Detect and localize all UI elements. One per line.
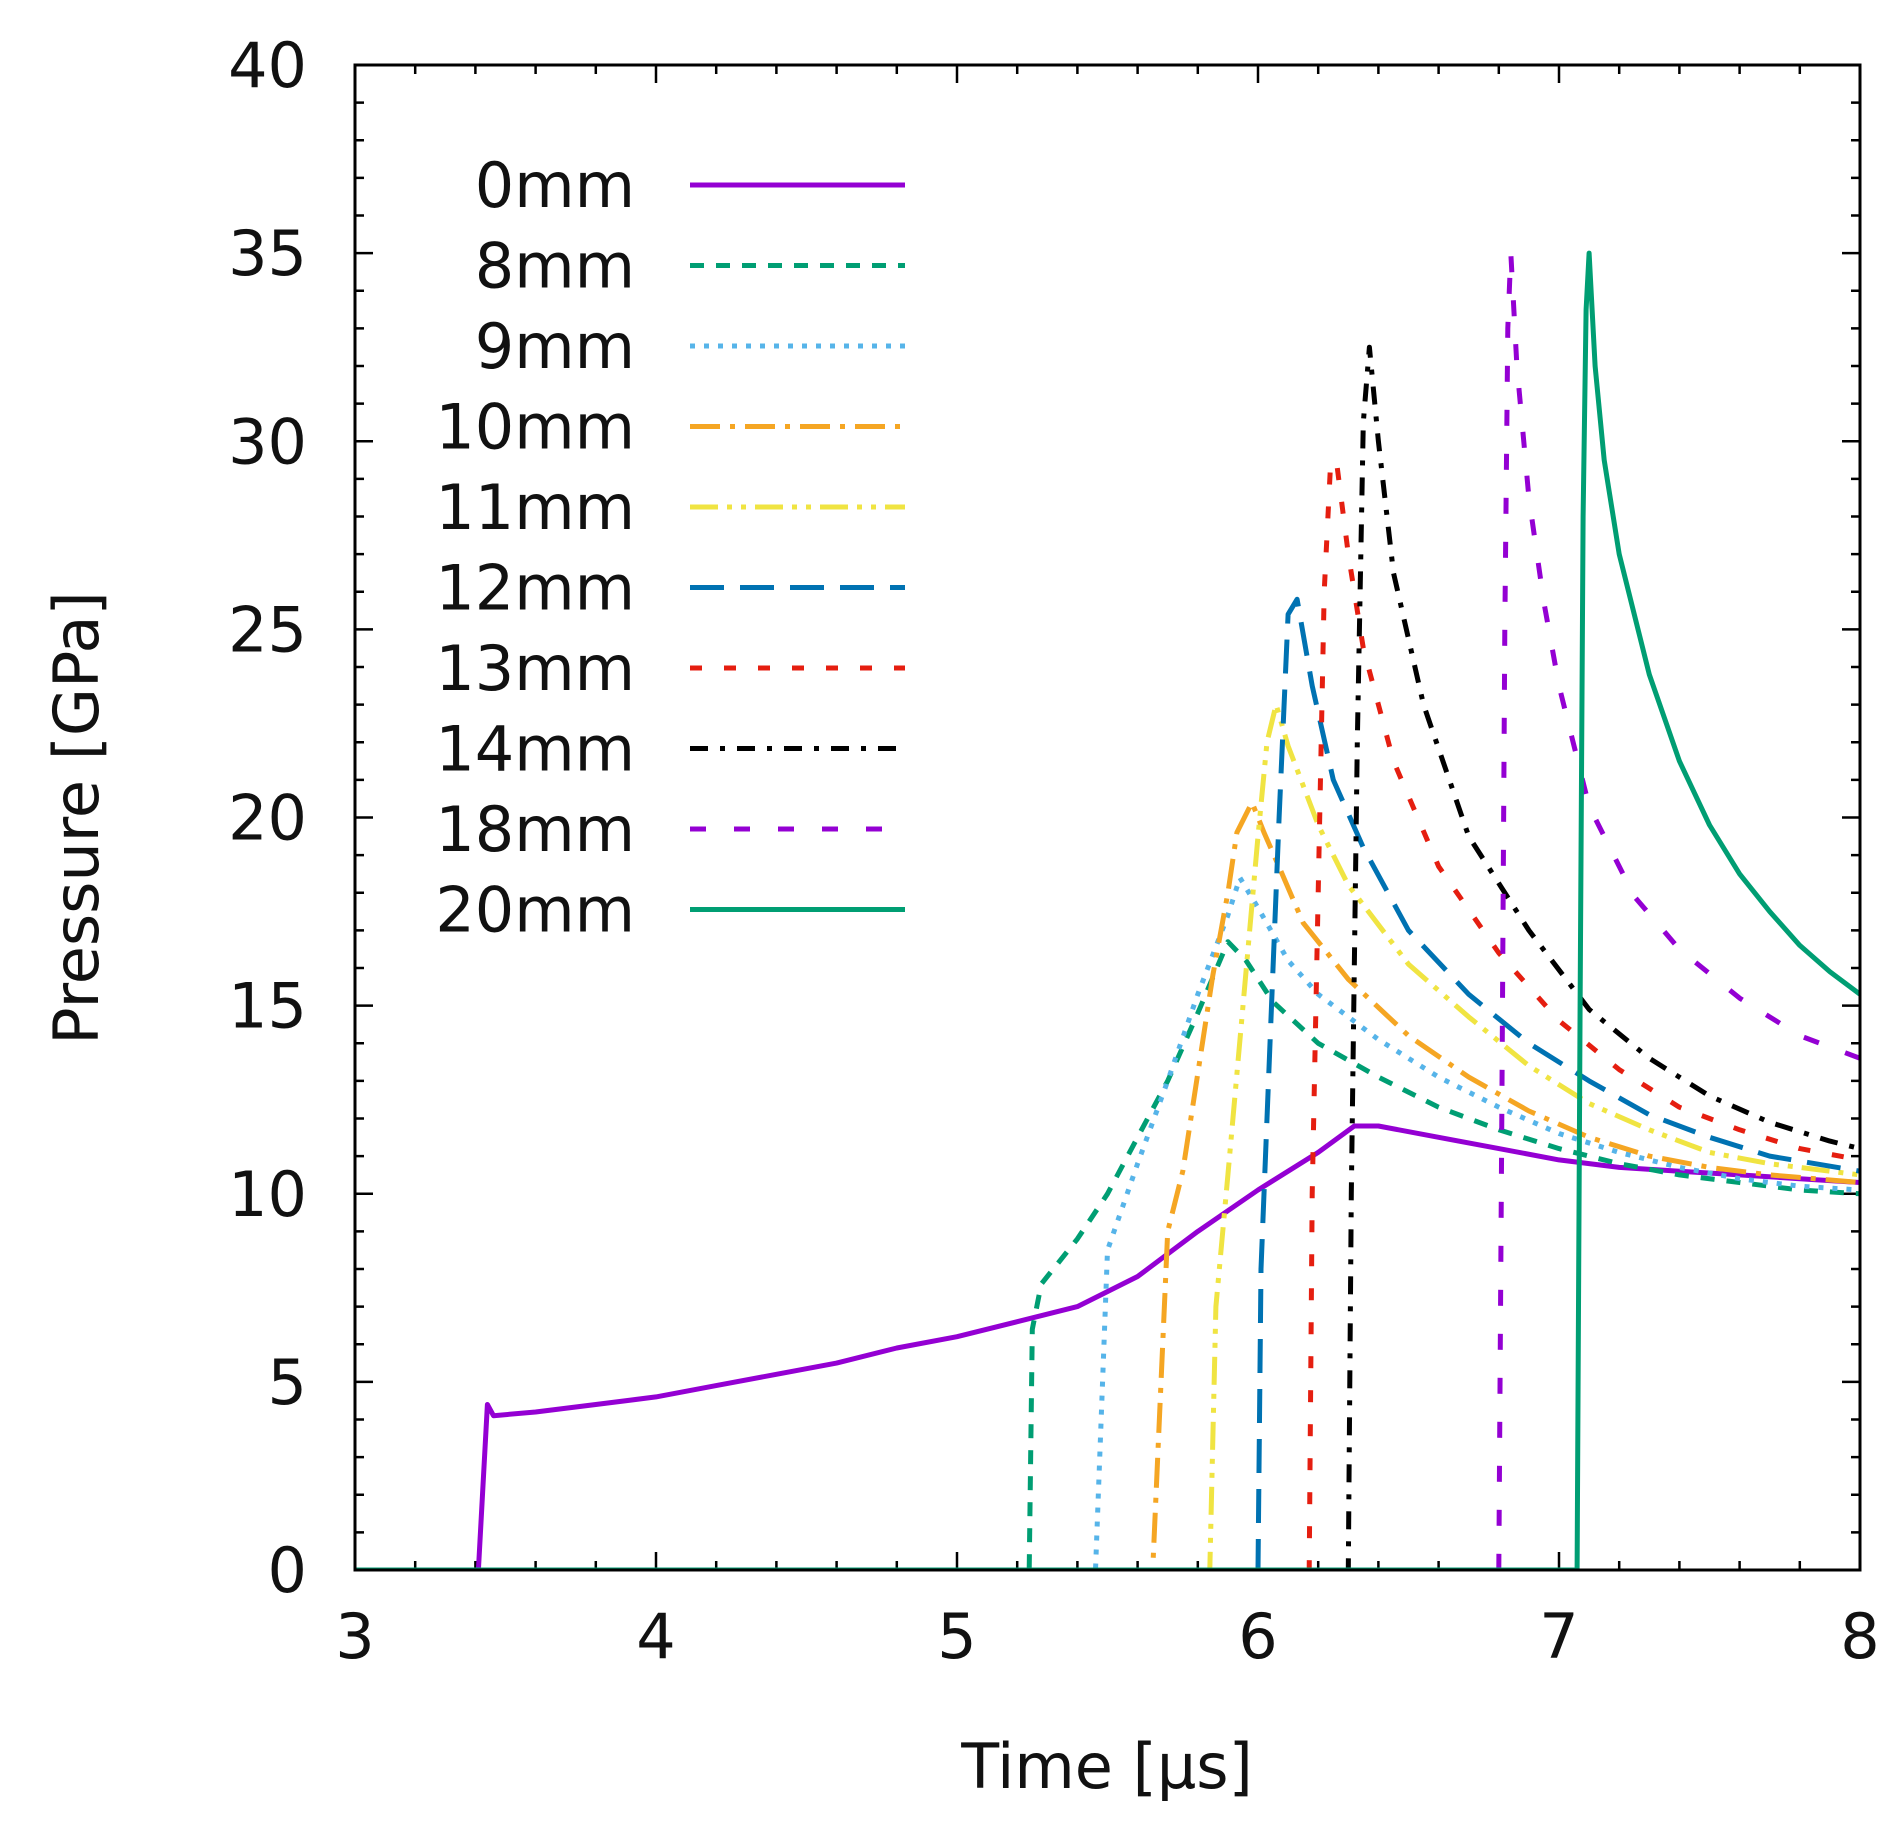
series-10mm [355, 799, 1860, 1570]
y-tick-label: 25 [228, 593, 307, 666]
legend-label-9mm: 9mm [475, 310, 635, 383]
legend-label-14mm: 14mm [435, 713, 635, 786]
series-lines [355, 250, 1860, 1570]
legend-label-12mm: 12mm [435, 552, 635, 625]
series-13mm [355, 457, 1860, 1570]
series-9mm [355, 875, 1860, 1570]
y-tick-labels: 0 5 10 15 20 25 30 35 40 [228, 29, 307, 1607]
x-tick-label: 8 [1840, 1600, 1879, 1673]
legend-label-11mm: 11mm [435, 471, 635, 544]
y-tick-label: 15 [228, 970, 307, 1043]
x-tick-labels: 3 4 5 6 7 8 [335, 1600, 1879, 1673]
legend-label-0mm: 0mm [475, 149, 635, 222]
x-tick-label: 7 [1539, 1600, 1578, 1673]
y-tick-label: 20 [228, 782, 307, 855]
legend-label-8mm: 8mm [475, 230, 635, 303]
y-tick-label: 30 [228, 405, 307, 478]
x-tick-label: 4 [636, 1600, 675, 1673]
plot-frame [353, 63, 1862, 1572]
y-tick-label: 0 [268, 1534, 307, 1607]
y-tick-label: 10 [228, 1158, 307, 1231]
x-tick-label: 3 [335, 1600, 374, 1673]
x-axis-title: Time [μs] [960, 1730, 1253, 1803]
y-tick-label: 5 [268, 1346, 307, 1419]
y-tick-label: 35 [228, 217, 307, 290]
y-axis-title: Pressure [GPa] [40, 591, 113, 1044]
series-0mm [355, 1123, 1860, 1570]
legend-label-13mm: 13mm [435, 632, 635, 705]
x-tick-label: 6 [1238, 1600, 1277, 1673]
x-tick-label: 5 [937, 1600, 976, 1673]
series-20mm [355, 250, 1860, 1570]
legend-label-10mm: 10mm [435, 391, 635, 464]
series-11mm [355, 702, 1860, 1570]
legend-label-18mm: 18mm [435, 793, 635, 866]
legend-label-20mm: 20mm [435, 874, 635, 947]
series-group [355, 250, 1860, 1570]
y-tick-label: 40 [228, 29, 307, 102]
series-8mm [355, 939, 1860, 1570]
